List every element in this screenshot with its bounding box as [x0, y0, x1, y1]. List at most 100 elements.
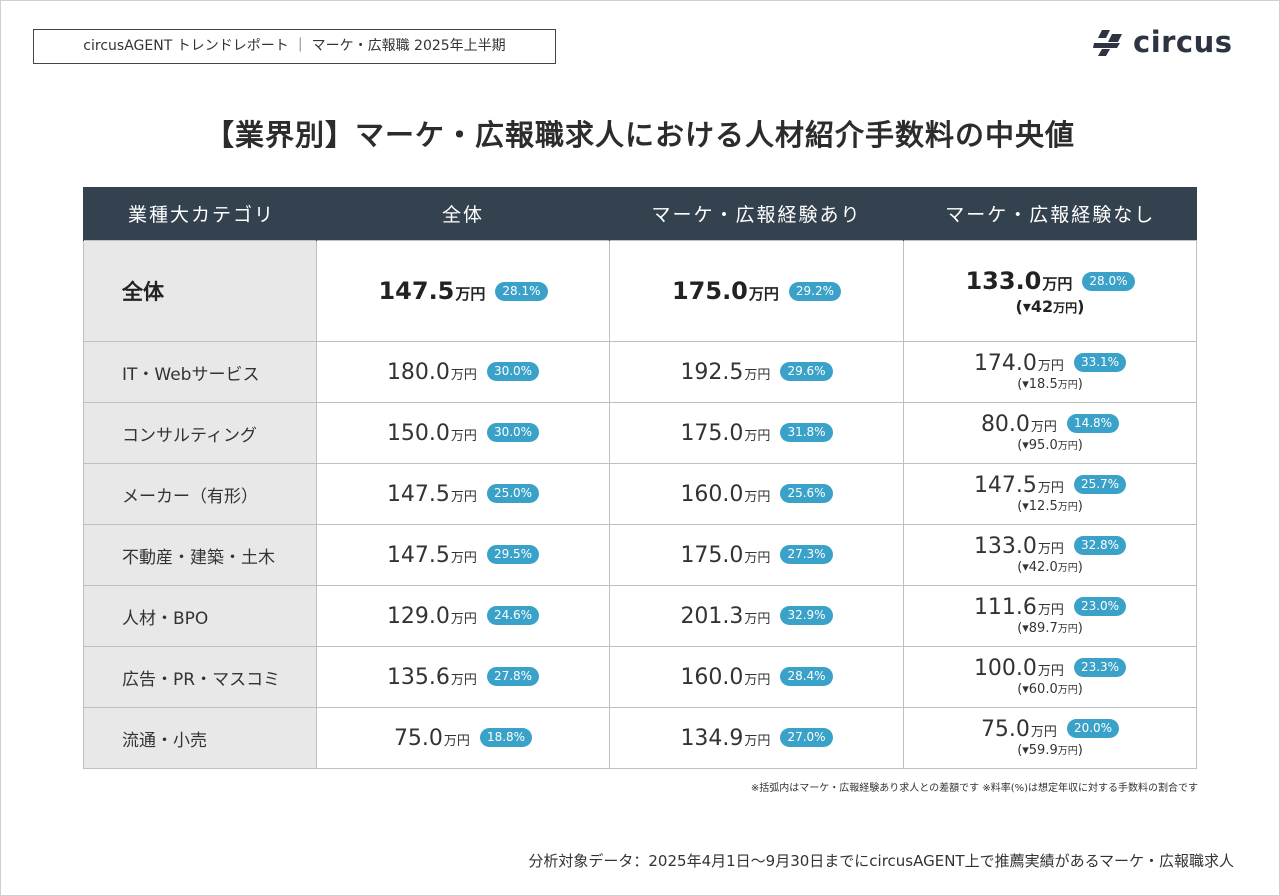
difference-amount: (▾60.0万円)	[904, 682, 1196, 699]
fee-value: 160.0 万円 28.4%	[680, 664, 833, 690]
fee-amount: 75.0	[393, 725, 443, 751]
fee-unit: 万円	[1037, 663, 1064, 679]
industry-category: 不動産・建築・土木	[83, 524, 317, 586]
fee-cell-all: 147.5 万円 28.1%	[316, 240, 610, 342]
difference-close: )	[1077, 376, 1083, 392]
rate-badge: 25.7%	[1073, 474, 1127, 494]
fee-unit: 万円	[1037, 480, 1064, 496]
rate-badge: 31.8%	[780, 422, 833, 442]
fee-amount: 160.0	[680, 664, 744, 690]
difference-close: )	[1077, 742, 1083, 758]
difference-unit: 万円	[1053, 300, 1078, 315]
column-header-inexperienced: マーケ・広報経験なし	[903, 187, 1197, 241]
rate-badge: 20.0%	[1066, 718, 1120, 738]
fee-cell-inexperienced: 75.0 万円 20.0% (▾59.9万円)	[903, 707, 1197, 769]
fee-value: 100.0 万円 23.3%	[974, 656, 1127, 681]
table-row: メーカー（有形） 147.5 万円 25.0% 160.0 万円 25.6% 147.5 万円 2…	[83, 463, 1197, 525]
rate-badge: 28.0%	[1082, 271, 1135, 291]
fee-amount: 174.0	[973, 350, 1037, 376]
fee-cell-experienced: 192.5 万円 29.6%	[609, 341, 904, 403]
fee-unit: 万円	[450, 550, 477, 566]
fee-value: 160.0 万円 25.6%	[680, 481, 833, 507]
table-row: 流通・小売 75.0 万円 18.8% 134.9 万円 27.0% 75.0 万円 20.0%(…	[83, 707, 1197, 769]
fee-cell-experienced: 160.0 万円 28.4%	[609, 646, 904, 708]
report-label: circusAGENT トレンドレポート ｜ マーケ・広報職 2025年上半期	[33, 29, 556, 64]
rate-badge: 24.6%	[486, 605, 540, 625]
rate-badge: 18.8%	[479, 727, 533, 747]
table-row: IT・Webサービス 180.0 万円 30.0% 192.5 万円 29.6% 174.0 万…	[83, 341, 1197, 403]
rate-badge: 25.6%	[780, 483, 833, 503]
difference-close: )	[1077, 620, 1083, 636]
fee-cell-experienced: 175.0 万円 27.3%	[609, 524, 904, 586]
fee-value: 147.5 万円 28.1%	[378, 277, 548, 305]
fee-amount: 80.0	[980, 411, 1030, 437]
industry-category: メーカー（有形）	[83, 463, 317, 525]
difference-close: )	[1077, 498, 1083, 514]
rate-badge: 30.0%	[486, 422, 540, 442]
table-row: 人材・BPO 129.0 万円 24.6% 201.3 万円 32.9% 111.6 万円 23.…	[83, 585, 1197, 647]
difference-value: (▾42	[1015, 296, 1054, 316]
fee-cell-all: 75.0 万円 18.8%	[316, 707, 610, 769]
rate-badge: 27.0%	[780, 727, 833, 747]
difference-value: (▾60.0	[1017, 681, 1058, 697]
fee-cell-experienced: 175.0 万円 29.2%	[609, 240, 904, 342]
fee-value: 133.0 万円 28.0%	[965, 267, 1135, 295]
difference-amount: (▾95.0万円)	[904, 438, 1196, 455]
fee-amount: 147.5	[378, 277, 455, 305]
difference-unit: 万円	[1057, 562, 1078, 574]
fee-unit: 万円	[1030, 724, 1057, 740]
difference-close: )	[1077, 296, 1085, 316]
fee-unit: 万円	[1030, 419, 1057, 435]
industry-category: 人材・BPO	[83, 585, 317, 647]
rate-badge: 29.5%	[486, 544, 540, 564]
rate-badge: 33.1%	[1073, 352, 1127, 372]
fee-amount: 134.9	[680, 725, 744, 751]
fee-unit: 万円	[744, 367, 771, 383]
difference-amount: (▾12.5万円)	[904, 499, 1196, 516]
fee-value: 75.0 万円 18.8%	[393, 725, 533, 751]
fee-value: 175.0 万円 27.3%	[680, 543, 833, 568]
rate-badge: 23.0%	[1073, 596, 1127, 616]
fee-unit: 万円	[450, 672, 477, 688]
fee-unit: 万円	[744, 428, 771, 444]
fee-amount: 150.0	[386, 420, 450, 446]
industry-category: 広告・PR・マスコミ	[83, 646, 317, 708]
rate-badge: 28.1%	[495, 282, 548, 301]
rate-badge: 28.4%	[780, 666, 833, 686]
table-header-row: 業種大カテゴリ 全体 マーケ・広報経験あり マーケ・広報経験なし	[83, 187, 1197, 241]
industry-category: IT・Webサービス	[83, 341, 317, 403]
fee-cell-all: 135.6 万円 27.8%	[316, 646, 610, 708]
rate-badge: 29.6%	[780, 361, 833, 381]
fee-value: 150.0 万円 30.0%	[386, 420, 540, 446]
rate-badge: 32.9%	[780, 605, 833, 625]
fee-unit: 万円	[744, 611, 771, 627]
fee-value: 192.5 万円 29.6%	[680, 360, 833, 385]
fee-unit: 万円	[744, 672, 771, 688]
table-row-total: 全体 147.5 万円 28.1% 175.0 万円 29.2% 133.0 万円 28.0% (▾…	[83, 240, 1197, 342]
fee-value: 201.3 万円 32.9%	[680, 603, 833, 629]
fee-amount: 201.3	[680, 603, 744, 629]
fee-unit: 万円	[744, 489, 771, 505]
fee-amount: 175.0	[671, 277, 748, 305]
fee-unit: 万円	[1037, 541, 1064, 557]
difference-close: )	[1077, 559, 1083, 575]
difference-value: (▾12.5	[1017, 498, 1058, 514]
difference-amount: (▾59.9万円)	[904, 743, 1196, 760]
difference-value: (▾95.0	[1017, 437, 1058, 453]
difference-value: (▾89.7	[1017, 620, 1058, 636]
fee-unit: 万円	[744, 550, 771, 566]
fee-cell-experienced: 134.9 万円 27.0%	[609, 707, 904, 769]
fee-cell-inexperienced: 133.0 万円 32.8% (▾42.0万円)	[903, 524, 1197, 586]
rate-badge: 25.0%	[486, 483, 540, 503]
fee-cell-all: 150.0 万円 30.0%	[316, 402, 610, 464]
fee-cell-all: 180.0 万円 30.0%	[316, 341, 610, 403]
fee-amount: 135.6	[386, 664, 450, 690]
column-header-experienced: マーケ・広報経験あり	[609, 187, 904, 241]
fee-cell-inexperienced: 100.0 万円 23.3% (▾60.0万円)	[903, 646, 1197, 708]
fee-value: 147.5 万円 25.7%	[974, 473, 1127, 498]
difference-close: )	[1077, 437, 1083, 453]
fee-table: 業種大カテゴリ 全体 マーケ・広報経験あり マーケ・広報経験なし 全体 147.5…	[83, 187, 1197, 769]
rate-badge: 30.0%	[486, 361, 540, 381]
fee-amount: 160.0	[680, 481, 744, 507]
fee-cell-inexperienced: 147.5 万円 25.7% (▾12.5万円)	[903, 463, 1197, 525]
